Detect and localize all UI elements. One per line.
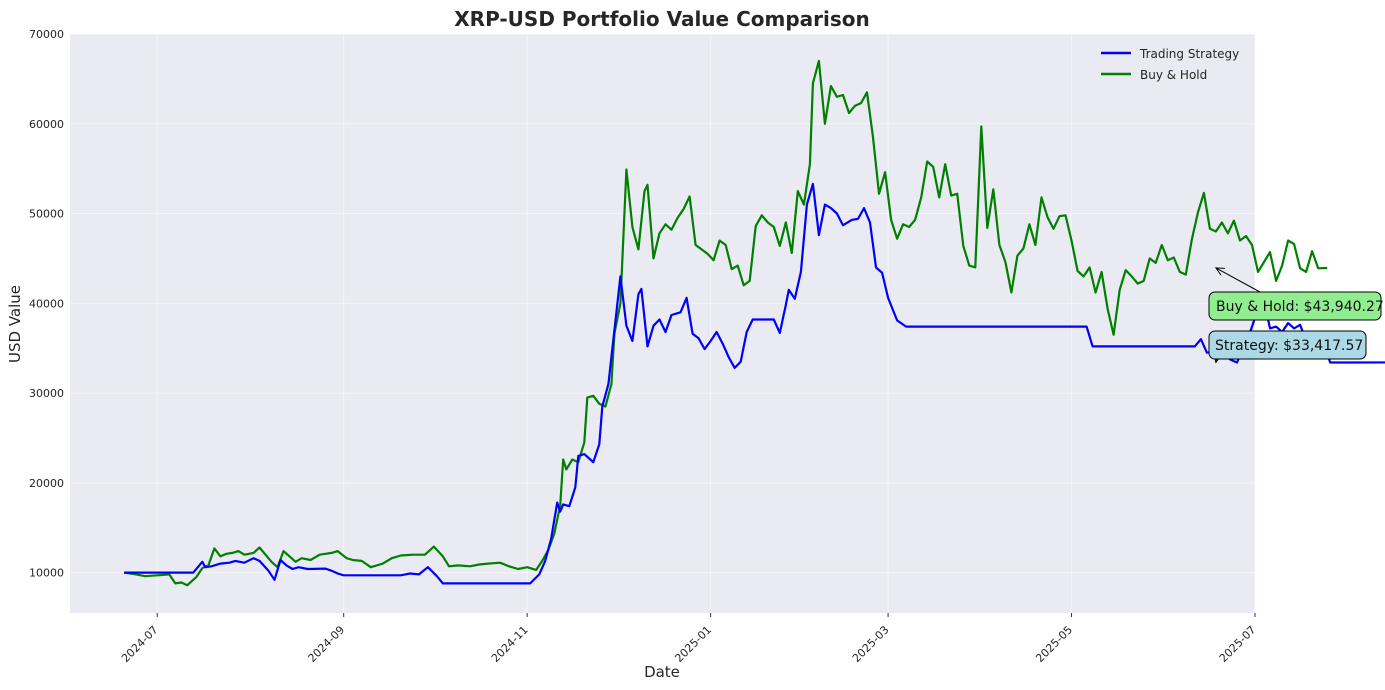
annotation-arrowhead-buy-hold [1214,267,1225,276]
y-tick-label: 40000 [29,297,64,310]
legend: Trading Strategy Buy & Hold [1101,47,1239,82]
grid [70,33,1256,613]
annotation-box-strategy [1208,330,1367,360]
y-tick-label: 60000 [29,118,64,131]
y-tick-label: 50000 [29,208,64,221]
y-axis-label: USD Value [6,285,24,363]
annotation-text-buy-hold: Buy & Hold: $43,940.27 [1216,299,1384,315]
legend-label-strategy: Trading Strategy [1139,47,1239,61]
annotations: Buy & Hold: $43,940.27 Strategy: $33,417… [1208,267,1384,364]
y-tick-label: 70000 [29,28,64,41]
chart-title: XRP-USD Portfolio Value Comparison [454,7,870,31]
x-axis-label: Date [644,663,680,681]
annotation-text-strategy: Strategy: $33,417.57 [1215,338,1363,354]
annotation-box-buy-hold [1208,291,1382,321]
annotation-arrow-buy-hold [1215,267,1261,293]
y-tick-label: 10000 [29,567,64,580]
y-tick-label: 20000 [29,477,64,490]
series-line-buy-hold [123,59,1328,587]
legend-label-buy-hold: Buy & Hold [1140,68,1207,82]
y-tick-label: 30000 [29,387,64,400]
